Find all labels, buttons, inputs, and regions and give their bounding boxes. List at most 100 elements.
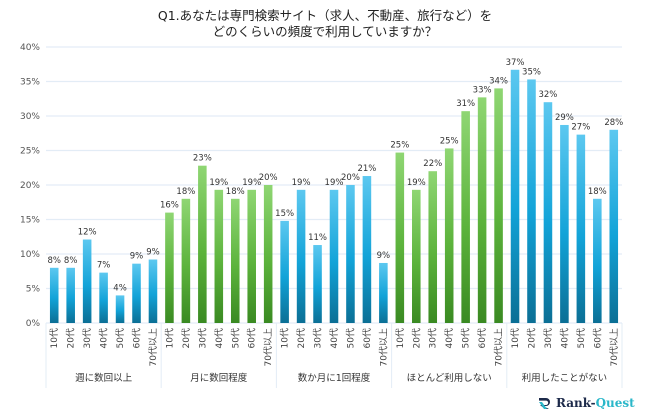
value-label: 4%: [113, 283, 127, 293]
grid-lines: [45, 46, 623, 388]
category-label: 10代: [395, 328, 406, 348]
value-label: 25%: [390, 141, 409, 151]
value-label: 7%: [97, 261, 111, 271]
group-label: 週に数回以上: [75, 372, 133, 384]
category-label: 60代: [477, 328, 488, 348]
bar: [379, 262, 388, 323]
value-label: 21%: [357, 164, 376, 174]
bar: [510, 69, 520, 324]
bar: [132, 263, 141, 323]
category-label: 50代: [345, 328, 356, 348]
bar: [593, 198, 602, 323]
bar: [247, 189, 256, 323]
category-label: 10代: [164, 328, 175, 348]
category-labels: 10代 20代 30代 40代 50代 60代 70代以上 10代 20代 30代 40代 50代 60…: [49, 328, 620, 366]
category-label: 40代: [329, 328, 340, 348]
chart-title-line-2: どのくらいの頻度で利用していますか？: [212, 24, 438, 39]
category-label: 70代以上: [609, 328, 620, 366]
chart-title: Q1.あなたは専門検索サイト（求人、不動産、旅行など）を どのくらいの頻度で利用…: [0, 8, 650, 40]
logo-text-main: Rank-: [556, 396, 596, 410]
category-label: 20代: [66, 328, 77, 348]
bar: [296, 189, 306, 323]
value-label: 9%: [146, 248, 160, 258]
category-label: 20代: [181, 328, 192, 348]
chart-title-line-1: Q1.あなたは専門検索サイト（求人、不動産、旅行など）を: [157, 8, 493, 23]
value-label: 18%: [588, 187, 607, 197]
group-label: 数か月に1回程度: [298, 372, 371, 384]
category-label: 10代: [49, 328, 60, 348]
category-label: 40代: [214, 328, 225, 348]
bar: [412, 189, 421, 323]
y-tick-label: 35%: [20, 78, 40, 88]
group-label: 月に数回程度: [190, 372, 248, 384]
value-label: 12%: [78, 228, 97, 238]
bar: [609, 129, 619, 323]
value-label: 19%: [292, 178, 311, 188]
value-label: 27%: [571, 123, 590, 133]
value-label: 29%: [555, 113, 574, 123]
bar: [395, 152, 405, 323]
category-label: 10代: [280, 328, 291, 348]
bar: [263, 185, 273, 323]
y-tick-label: 15%: [20, 216, 40, 226]
bar: [494, 88, 503, 324]
group-label: 利用したことがない: [522, 372, 608, 384]
brand-logo: Rank-Quest: [538, 396, 635, 410]
bar: [313, 245, 322, 323]
bar: [49, 267, 59, 323]
bar: [181, 198, 191, 323]
rank-quest-logo-icon: [539, 397, 550, 409]
value-label: 20%: [259, 173, 278, 183]
category-label: 50代: [576, 328, 587, 348]
value-label: 8%: [64, 256, 78, 266]
logo-text-accent: Quest: [595, 396, 635, 410]
category-label: 40代: [444, 328, 455, 348]
bar: [214, 189, 224, 323]
y-tick-label: 0%: [26, 319, 41, 329]
value-label: 20%: [341, 173, 360, 183]
brand-logo-text: Rank-Quest: [556, 396, 635, 410]
value-label: 15%: [275, 209, 294, 219]
y-tick-label: 10%: [20, 250, 40, 260]
bar: [461, 111, 470, 323]
value-label: 33%: [473, 85, 492, 95]
bar: [82, 239, 92, 323]
group-label: ほとんど利用しない: [407, 372, 492, 384]
value-labels: 8% 8%12%7%4%9% 9%16%18%23%19%18%19%20%15%1…: [47, 58, 623, 294]
bar: [543, 102, 553, 323]
bar: [329, 189, 339, 323]
value-label: 18%: [226, 187, 245, 197]
bar: [198, 165, 207, 323]
y-tick-label: 5%: [26, 285, 41, 295]
y-axis-tick-labels: 0% 5% 10% 15% 20% 25% 30% 35% 40%: [20, 43, 40, 329]
value-label: 18%: [176, 187, 195, 197]
bars: [49, 69, 619, 324]
y-tick-label: 20%: [20, 181, 40, 191]
category-label: 50代: [115, 328, 126, 348]
bar: [280, 220, 289, 323]
value-label: 19%: [242, 178, 261, 188]
value-label: 19%: [209, 178, 228, 188]
value-label: 34%: [489, 76, 508, 86]
category-label: 40代: [559, 328, 570, 348]
value-label: 19%: [407, 178, 426, 188]
category-label: 20代: [296, 328, 307, 348]
bar: [477, 97, 487, 324]
bar: [428, 171, 438, 323]
value-label: 31%: [456, 99, 475, 109]
bar: [66, 267, 75, 323]
bar: [346, 185, 355, 323]
category-label: 30代: [428, 328, 439, 348]
category-label: 30代: [543, 328, 554, 348]
bar: [165, 212, 174, 323]
value-label: 32%: [538, 90, 557, 100]
value-label: 25%: [440, 136, 459, 146]
group-labels: 週に数回以上 月に数回程度 数か月に1回程度 ほとんど利用しない 利用したことがない: [75, 372, 607, 384]
bar: [115, 295, 125, 323]
value-label: 8%: [47, 256, 61, 266]
y-tick-label: 25%: [20, 147, 40, 157]
bar: [560, 124, 569, 323]
category-label: 30代: [313, 328, 324, 348]
bar: [362, 176, 372, 323]
